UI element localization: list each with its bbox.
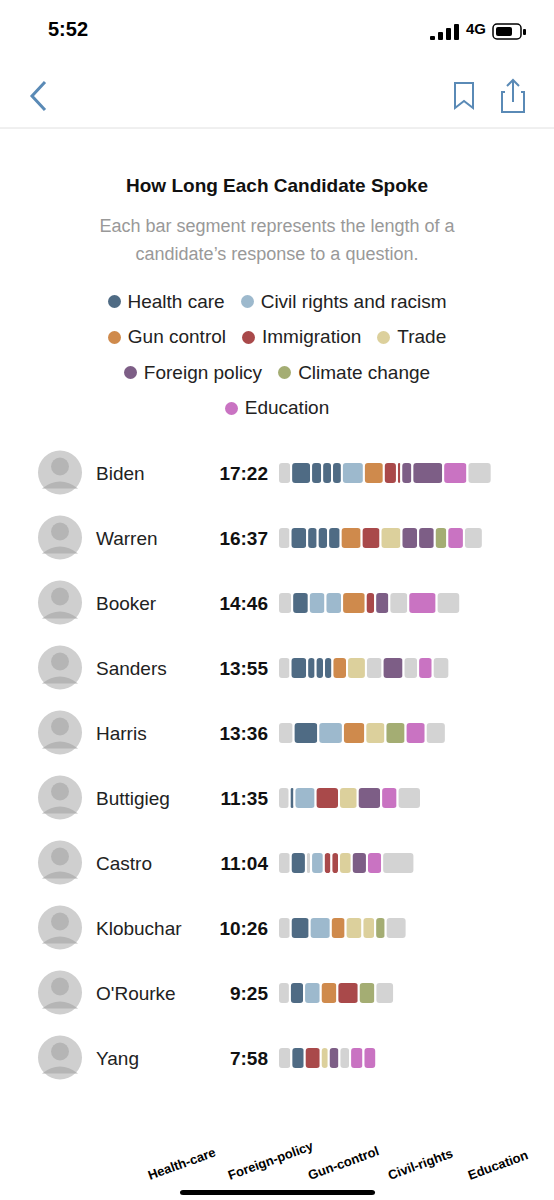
html-text:Health care: Health care xyxy=(127,290,225,312)
html-text:Climate change: Climate change xyxy=(298,361,431,383)
svg-text:Castro: Castro xyxy=(96,853,152,874)
svg-text:9:25: 9:25 xyxy=(230,983,268,1004)
svg-text:13:55: 13:55 xyxy=(219,658,268,679)
svg-text:14:46: 14:46 xyxy=(219,593,268,614)
svg-text:Buttigieg: Buttigieg xyxy=(96,788,170,809)
svg-text:Foreign-policy: Foreign-policy xyxy=(226,1138,316,1183)
html-text:Immigration: Immigration xyxy=(262,326,362,348)
html-text:Education: Education xyxy=(244,397,330,419)
svg-text:10:26: 10:26 xyxy=(219,918,268,939)
html-text:Each bar segment represents th: Each bar segment represents the length o… xyxy=(99,216,455,264)
html-text:5:52: 5:52 xyxy=(48,18,88,40)
svg-text:Education: Education xyxy=(466,1147,530,1183)
svg-text:Sanders: Sanders xyxy=(96,658,167,679)
svg-text:Civil-rights: Civil-rights xyxy=(386,1145,455,1182)
svg-text:Yang: Yang xyxy=(96,1048,139,1069)
svg-text:16:37: 16:37 xyxy=(219,528,268,549)
svg-text:17:22: 17:22 xyxy=(219,463,268,484)
svg-text:Warren: Warren xyxy=(96,528,158,549)
html-text:Trade: Trade xyxy=(397,326,447,348)
svg-text:13:36: 13:36 xyxy=(219,723,268,744)
svg-text:Gun-control: Gun-control xyxy=(306,1143,381,1183)
svg-text:Booker: Booker xyxy=(96,593,157,614)
html-text:How Long Each Candidate Spoke: How Long Each Candidate Spoke xyxy=(126,175,428,196)
svg-text:O'Rourke: O'Rourke xyxy=(96,983,176,1004)
svg-text:Harris: Harris xyxy=(96,723,147,744)
svg-text:Klobuchar: Klobuchar xyxy=(96,918,182,939)
svg-text:Health-care: Health-care xyxy=(146,1145,218,1183)
html-text:Civil rights and racism: Civil rights and racism xyxy=(260,290,447,312)
svg-text:7:58: 7:58 xyxy=(230,1048,268,1069)
svg-text:11:35: 11:35 xyxy=(220,788,268,809)
html-text:Gun control: Gun control xyxy=(127,326,226,348)
html-text:4G: 4G xyxy=(466,20,486,37)
svg-text:11:04: 11:04 xyxy=(220,853,268,874)
html-text:Foreign policy: Foreign policy xyxy=(143,361,263,383)
svg-text:Biden: Biden xyxy=(96,463,145,484)
